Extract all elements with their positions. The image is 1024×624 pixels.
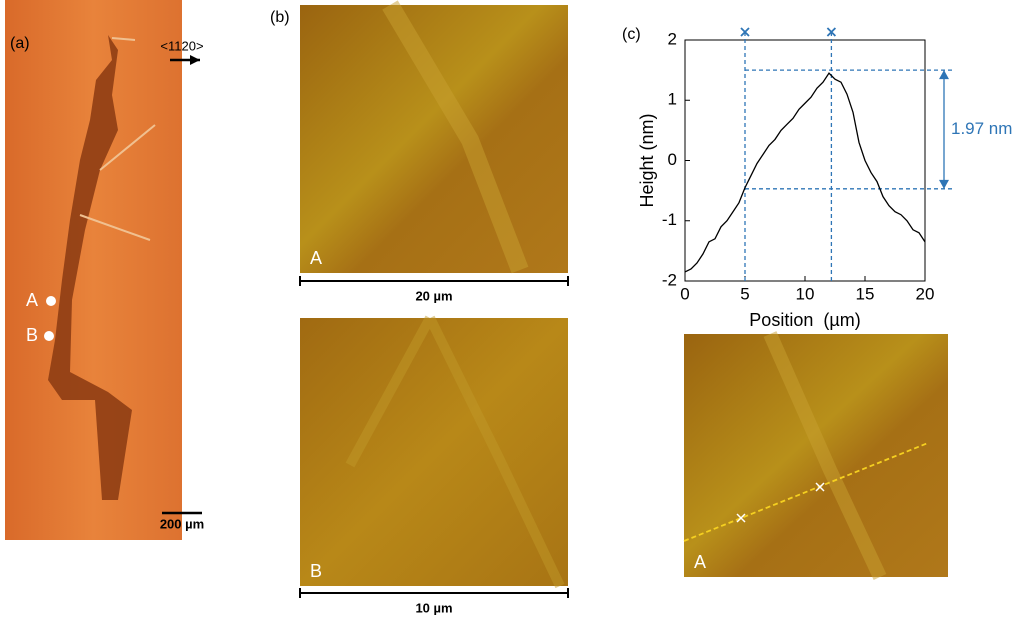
panel-label: (a) — [10, 35, 30, 52]
afm-image — [300, 5, 568, 273]
point-b — [44, 331, 54, 341]
afm-feature — [382, 0, 529, 274]
scale-bar — [299, 276, 569, 286]
panel-label: (c) — [622, 26, 641, 43]
plot-frame — [684, 39, 926, 282]
point-label: B — [26, 325, 38, 345]
panel-label: (b) — [270, 9, 290, 26]
marker-cross — [740, 27, 750, 37]
scale-bar — [299, 588, 569, 598]
direction-label: <1120> — [160, 38, 203, 53]
arrow-head — [190, 55, 200, 65]
scale-label: 20 µm — [415, 288, 452, 303]
crack — [48, 35, 132, 500]
x-tick-label: 5 — [740, 284, 749, 303]
x-tick-label: 0 — [680, 284, 689, 303]
point-a — [46, 296, 56, 306]
point-label: A — [26, 290, 38, 310]
profile-line — [684, 72, 926, 273]
x-axis-label: Position (µm) — [749, 310, 860, 330]
optical-image — [5, 0, 182, 540]
scale-label: 200 µm — [160, 516, 204, 531]
y-tick-label: -1 — [662, 210, 677, 229]
marker-cross — [826, 27, 837, 37]
afm-feature — [345, 315, 565, 589]
x-tick-label: 15 — [856, 284, 875, 303]
y-tick-label: -2 — [662, 270, 677, 289]
annotation: 1.97 nm — [951, 119, 1012, 138]
crack-edge — [79, 37, 156, 241]
profile-cross — [736, 482, 825, 523]
y-tick-label: 0 — [668, 150, 677, 169]
y-tick-label: 2 — [668, 29, 677, 48]
afm-feature — [763, 331, 887, 580]
image-label: A — [310, 248, 322, 268]
afm-image — [300, 318, 568, 586]
image-label: B — [310, 561, 322, 581]
profile-line — [683, 442, 929, 542]
x-tick-label: 20 — [916, 284, 935, 303]
image-label: A — [694, 552, 706, 572]
scale-label: 10 µm — [415, 600, 452, 615]
y-axis-label: Height (nm) — [637, 113, 657, 207]
y-tick-label: 1 — [668, 90, 677, 109]
x-tick-label: 10 — [796, 284, 815, 303]
